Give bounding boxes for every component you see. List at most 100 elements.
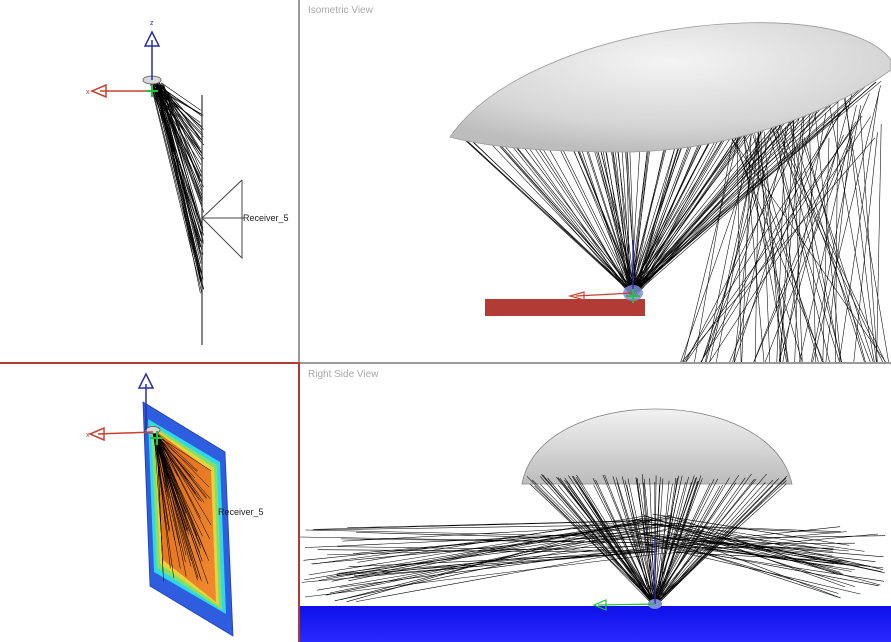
ray — [629, 92, 829, 294]
viewport-bottom-left[interactable]: Receiver_5 x — [0, 364, 298, 642]
ray — [464, 139, 633, 295]
ray — [331, 514, 673, 582]
ray — [685, 88, 827, 362]
ray — [799, 105, 857, 362]
ray — [624, 480, 656, 605]
ray — [470, 139, 630, 292]
ray — [812, 85, 881, 362]
ray — [764, 135, 854, 362]
ray — [640, 532, 852, 572]
isometric-scene — [449, 22, 891, 362]
ray — [572, 475, 657, 605]
ray — [508, 137, 635, 292]
viewport-right-side[interactable]: Right Side View — [300, 364, 891, 642]
ray — [801, 138, 874, 362]
ray — [701, 83, 794, 362]
ray — [636, 478, 653, 605]
viewport-isometric[interactable]: Isometric View — [300, 0, 891, 362]
ray — [767, 82, 843, 362]
ray — [634, 107, 762, 296]
ray — [311, 531, 654, 565]
ray — [153, 432, 170, 531]
ray — [780, 90, 796, 362]
ray — [334, 528, 670, 602]
ray — [154, 432, 186, 563]
ray — [631, 521, 834, 551]
ray — [530, 136, 634, 293]
ray — [753, 99, 789, 362]
ray — [547, 478, 654, 605]
viewport-top-left[interactable]: Receiver_5 z x — [0, 0, 298, 362]
ray — [633, 105, 769, 293]
ray — [609, 129, 635, 291]
ray — [325, 522, 680, 596]
ray — [859, 114, 878, 362]
ray — [639, 526, 841, 549]
ray — [668, 526, 881, 586]
ray — [155, 432, 212, 526]
ray — [326, 527, 650, 578]
ray-bundle — [152, 431, 212, 584]
ray — [756, 96, 883, 362]
ray-bundle — [300, 473, 886, 605]
ray — [876, 123, 882, 362]
ray — [853, 132, 878, 362]
ray — [803, 137, 866, 362]
ray — [337, 546, 653, 552]
ray — [465, 139, 632, 293]
ray — [312, 524, 664, 531]
top-left-scene: Receiver_5 z x — [86, 20, 289, 345]
ray — [575, 132, 630, 295]
ray — [153, 85, 201, 242]
ray — [155, 83, 202, 117]
ray — [534, 135, 631, 292]
ray — [630, 120, 689, 293]
ray — [634, 97, 809, 291]
ray — [782, 112, 827, 362]
ray — [304, 532, 635, 548]
ray — [666, 531, 841, 599]
ray — [155, 432, 198, 472]
ray — [705, 117, 756, 362]
ray-bundle — [150, 81, 205, 294]
ray — [625, 128, 636, 292]
ray — [630, 542, 855, 545]
ray — [592, 131, 637, 295]
ray — [641, 474, 653, 605]
ray — [716, 106, 764, 362]
ray — [581, 132, 635, 296]
ray — [156, 85, 204, 130]
ray — [764, 131, 782, 362]
ray — [734, 88, 825, 362]
svg-text:z: z — [150, 20, 154, 27]
ray — [154, 431, 171, 569]
ray — [633, 110, 742, 295]
ray — [552, 134, 633, 295]
ray — [647, 544, 861, 595]
ray — [497, 138, 635, 296]
viewport-divider-vertical[interactable] — [298, 0, 300, 642]
ray — [340, 538, 668, 544]
viewport-divider-horizontal[interactable] — [0, 362, 891, 364]
ray — [652, 513, 850, 546]
ray — [769, 136, 840, 362]
ray — [778, 81, 856, 362]
ray — [651, 482, 737, 605]
ray — [694, 129, 735, 362]
ray — [648, 524, 841, 532]
ray — [745, 108, 819, 362]
ray — [808, 91, 817, 362]
ray-bundle — [464, 80, 889, 362]
ray — [753, 93, 870, 362]
ray — [155, 435, 211, 500]
active-viewport-border — [0, 362, 300, 364]
svg-text:x: x — [86, 89, 90, 96]
ray — [348, 553, 632, 568]
ray — [152, 433, 170, 532]
ray — [643, 482, 655, 605]
ray — [347, 519, 669, 529]
ray — [654, 478, 703, 605]
ray — [521, 136, 631, 296]
ray — [635, 118, 700, 294]
ray — [304, 552, 667, 598]
